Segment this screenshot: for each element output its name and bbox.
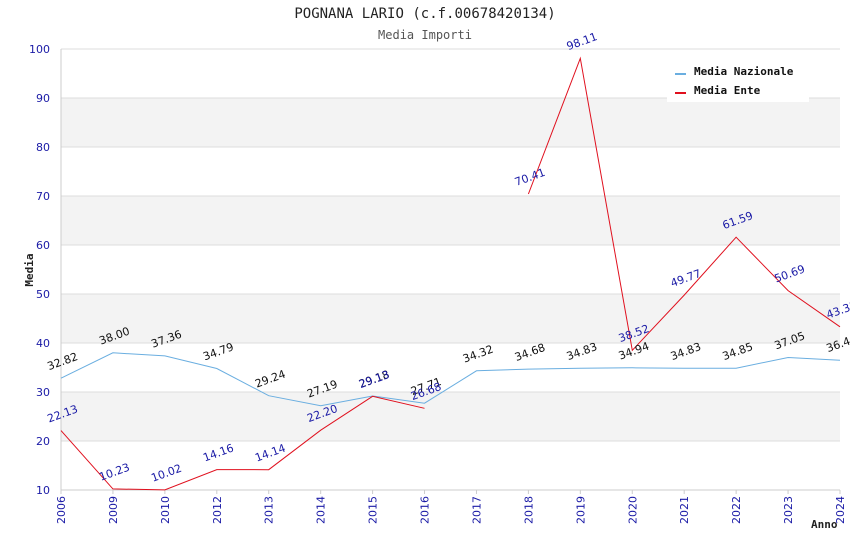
grid-band [61, 343, 840, 392]
legend-entry: Media Ente [694, 84, 761, 97]
x-tick-label: 2009 [107, 496, 120, 524]
y-tick-label: 50 [36, 288, 50, 301]
y-tick-label: 60 [36, 239, 50, 252]
series-line-nazionale [60, 352, 841, 407]
series-line-ente [527, 56, 841, 352]
grid-band [61, 294, 840, 343]
x-axis-label: Anno [811, 518, 838, 531]
y-axis-label: Media [23, 253, 36, 286]
grid-band [61, 98, 840, 147]
y-tick-label: 100 [29, 43, 50, 56]
legend-box [667, 58, 809, 102]
y-tick-label: 30 [36, 386, 50, 399]
grid-band [61, 441, 840, 490]
grid-band [61, 392, 840, 441]
x-tick-label: 2024 [834, 496, 847, 524]
x-tick-label: 2018 [522, 496, 535, 524]
x-tick-labels: 2006 2009 2010 2012 2013 2014 2015 2016 2017 2018… [55, 496, 847, 524]
y-tick-label: 20 [36, 435, 50, 448]
x-tick-label: 2015 [367, 496, 380, 524]
legend-entry: Media Nazionale [694, 65, 794, 78]
grid-bands [61, 49, 840, 490]
x-tick-label: 2023 [782, 496, 795, 524]
x-tick-label: 2017 [470, 496, 483, 524]
x-tick-label: 2010 [159, 496, 172, 524]
x-tick-label: 2014 [315, 496, 328, 524]
y-tick-labels: 10 20 30 40 50 60 70 80 90 100 [29, 43, 50, 497]
x-tick-label: 2016 [419, 496, 432, 524]
grid-band [61, 245, 840, 294]
grid-band [61, 196, 840, 245]
chart-title: POGNANA LARIO (c.f.00678420134) [294, 6, 555, 22]
y-tick-label: 80 [36, 141, 50, 154]
chart-subtitle: Media Importi [378, 28, 472, 42]
grid-band [61, 147, 840, 196]
y-tick-label: 90 [36, 92, 50, 105]
x-tick-label: 2019 [574, 496, 587, 524]
x-tick-label: 2020 [626, 496, 639, 524]
series-lines [60, 56, 841, 491]
x-tick-label: 2021 [678, 496, 691, 524]
x-tick-label: 2013 [263, 496, 276, 524]
axes [60, 49, 841, 494]
y-tick-label: 40 [36, 337, 50, 350]
x-tick-label: 2012 [211, 496, 224, 524]
x-tick-label: 2022 [730, 496, 743, 524]
x-tick-label: 2006 [55, 496, 68, 524]
y-tick-label: 10 [36, 484, 50, 497]
chart-legend: Media Nazionale Media Ente [667, 58, 809, 102]
y-tick-label: 70 [36, 190, 50, 203]
series-line-ente [60, 395, 425, 491]
